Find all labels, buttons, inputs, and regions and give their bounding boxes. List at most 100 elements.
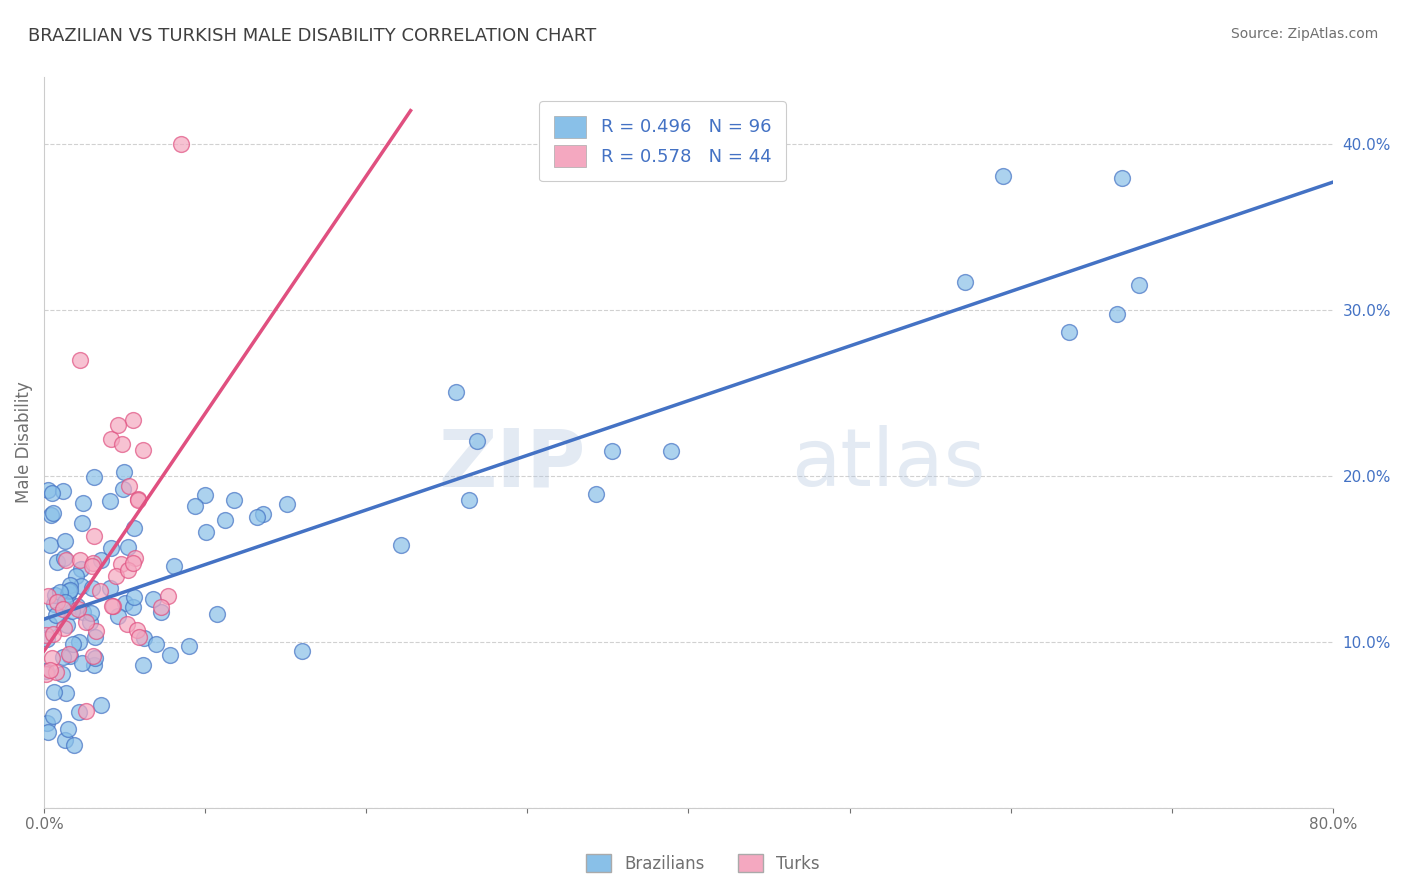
Point — [52, 551, 75, 566]
Point — [41, 485, 63, 500]
Point — [1128, 277, 1150, 292]
Point — [90, 552, 112, 566]
Point — [465, 434, 488, 449]
Point — [132, 631, 155, 645]
Point — [53, 732, 76, 747]
Point — [66, 602, 89, 616]
Point — [44, 685, 66, 699]
Point — [1105, 307, 1128, 321]
Point — [65, 568, 87, 582]
Point — [127, 491, 149, 506]
Point — [117, 616, 139, 631]
Point — [127, 493, 149, 508]
Point — [37, 724, 59, 739]
Point — [84, 651, 107, 665]
Text: atlas: atlas — [792, 425, 986, 503]
Point — [125, 623, 148, 637]
Point — [39, 538, 62, 552]
Point — [70, 516, 93, 531]
Point — [83, 658, 105, 673]
Point — [53, 533, 76, 548]
Point — [62, 636, 84, 650]
Point — [35, 667, 58, 681]
Point — [49, 585, 72, 599]
Point — [69, 553, 91, 567]
Point — [35, 628, 58, 642]
Text: ZIP: ZIP — [439, 425, 585, 503]
Point — [114, 596, 136, 610]
Point — [98, 493, 121, 508]
Point — [142, 592, 165, 607]
Point — [107, 608, 129, 623]
Point — [101, 599, 124, 614]
Point — [38, 617, 60, 632]
Point — [52, 483, 75, 498]
Legend: R = 0.496   N = 96, R = 0.578   N = 44: R = 0.496 N = 96, R = 0.578 N = 44 — [540, 101, 786, 181]
Point — [37, 716, 59, 731]
Point — [132, 442, 155, 457]
Point — [41, 626, 63, 640]
Point — [84, 630, 107, 644]
Point — [955, 275, 977, 289]
Point — [35, 664, 58, 678]
Text: Source: ZipAtlas.com: Source: ZipAtlas.com — [1230, 27, 1378, 41]
Point — [82, 648, 104, 663]
Point — [37, 589, 59, 603]
Point — [51, 666, 73, 681]
Point — [55, 617, 77, 632]
Point — [37, 632, 59, 647]
Point — [1057, 326, 1080, 340]
Point — [72, 605, 94, 619]
Point — [124, 521, 146, 535]
Point — [179, 639, 201, 653]
Point — [184, 500, 207, 514]
Point — [66, 599, 89, 613]
Point — [193, 488, 215, 502]
Point — [993, 169, 1015, 184]
Point — [291, 644, 314, 658]
Point — [69, 634, 91, 648]
Point — [83, 529, 105, 543]
Point — [58, 648, 80, 663]
Point — [159, 648, 181, 663]
Point — [44, 588, 66, 602]
Point — [70, 656, 93, 670]
Point — [170, 136, 193, 151]
Point — [52, 650, 75, 665]
Point — [58, 647, 80, 661]
Point — [124, 550, 146, 565]
Point — [70, 579, 93, 593]
Point — [59, 577, 82, 591]
Point — [45, 607, 67, 622]
Point — [117, 563, 139, 577]
Point — [79, 615, 101, 629]
Point — [75, 704, 97, 718]
Point — [117, 540, 139, 554]
Point — [41, 508, 63, 522]
Point — [60, 604, 83, 618]
Point — [118, 479, 141, 493]
Point — [214, 513, 236, 527]
Point — [84, 624, 107, 638]
Point — [107, 418, 129, 433]
Point — [121, 556, 143, 570]
Point — [252, 507, 274, 521]
Point — [45, 555, 67, 569]
Point — [659, 443, 682, 458]
Point — [53, 595, 76, 609]
Point — [111, 437, 134, 451]
Point — [58, 587, 80, 601]
Point — [205, 607, 228, 621]
Point — [276, 497, 298, 511]
Point — [150, 600, 173, 615]
Point — [89, 584, 111, 599]
Point — [62, 738, 84, 752]
Legend: Brazilians, Turks: Brazilians, Turks — [579, 847, 827, 880]
Point — [1111, 170, 1133, 185]
Point — [458, 493, 481, 508]
Point — [163, 559, 186, 574]
Point — [83, 469, 105, 483]
Point — [444, 385, 467, 400]
Point — [121, 412, 143, 426]
Point — [80, 606, 103, 620]
